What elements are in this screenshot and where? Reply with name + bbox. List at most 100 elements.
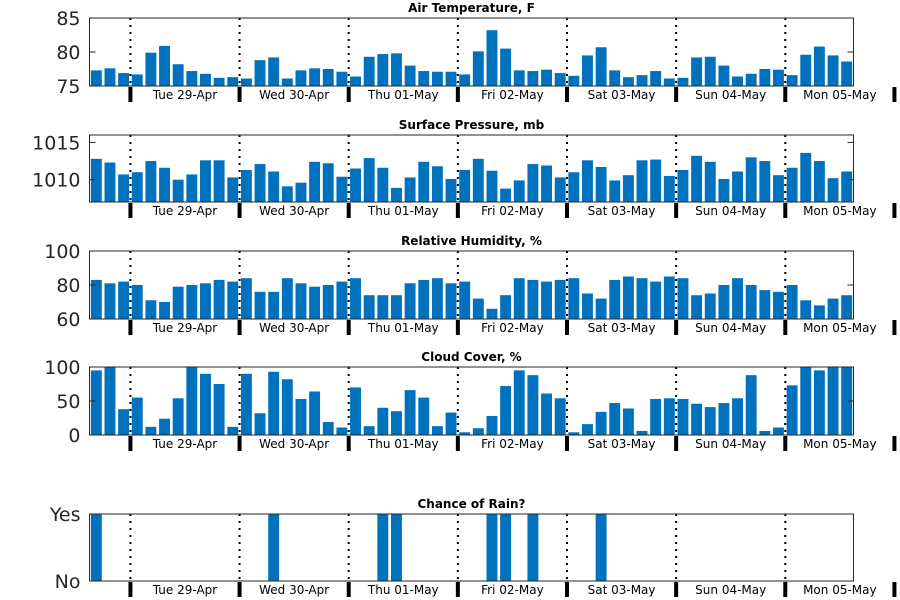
bars xyxy=(90,30,853,87)
bar-21 xyxy=(363,158,375,202)
bar-14 xyxy=(268,371,280,435)
bar-11 xyxy=(227,281,239,319)
bar-18 xyxy=(322,285,334,319)
panel-title: Relative Humidity, % xyxy=(401,234,542,248)
bar-13 xyxy=(254,413,266,435)
bar-5 xyxy=(145,161,157,202)
bar-30 xyxy=(486,30,498,87)
bar-11 xyxy=(227,77,239,86)
x-day-label: Fri 02-May xyxy=(481,321,544,335)
bar-53 xyxy=(800,367,812,435)
bar-4 xyxy=(131,285,143,319)
bar-15 xyxy=(281,278,293,319)
bar-20 xyxy=(350,168,361,202)
bar-32 xyxy=(513,70,525,86)
bar-31 xyxy=(500,295,512,319)
bar-19 xyxy=(336,427,348,435)
y-tick-label: Yes xyxy=(49,504,81,526)
x-day-label: Fri 02-May xyxy=(481,583,544,597)
panel-5: Chance of Rain? No Yes Tue 29-Apr Wed 30-Apr… xyxy=(49,497,897,597)
bar-18 xyxy=(322,163,334,202)
bar-26 xyxy=(431,426,443,435)
bar-18 xyxy=(322,422,334,435)
x-day-label: Tue 29-Apr xyxy=(152,204,217,218)
bar-7 xyxy=(172,64,184,86)
bar-19 xyxy=(336,281,348,319)
x-day-label: Wed 30-Apr xyxy=(259,204,329,218)
bar-10 xyxy=(213,77,225,86)
bar-49 xyxy=(745,73,757,86)
panel-title: Cloud Cover, % xyxy=(421,350,521,364)
bar-22 xyxy=(377,54,389,86)
x-day-label: Mon 05-May xyxy=(803,321,877,335)
y-tick-label: 100 xyxy=(44,241,80,263)
bar-14 xyxy=(268,291,280,319)
bar-46 xyxy=(704,161,716,202)
bar-17 xyxy=(309,286,321,319)
bar-17 xyxy=(309,68,321,86)
y-tick-label: 75 xyxy=(56,76,80,98)
bar-15 xyxy=(281,186,293,202)
bar-5 xyxy=(145,52,157,86)
bar-48 xyxy=(732,171,743,202)
bar-7 xyxy=(172,179,184,202)
y-tick-label: 60 xyxy=(56,309,80,331)
bar-9 xyxy=(200,160,211,202)
bar-56 xyxy=(841,171,853,202)
bar-3 xyxy=(118,73,130,86)
bar-1 xyxy=(90,158,102,202)
bar-16 xyxy=(295,182,307,202)
bar-26 xyxy=(431,166,443,202)
bar-5 xyxy=(145,426,157,435)
bar-12 xyxy=(240,78,252,86)
bar-16 xyxy=(295,398,307,435)
x-day-label: Tue 29-Apr xyxy=(152,437,217,451)
bar-44 xyxy=(677,169,689,202)
bar-21 xyxy=(363,56,375,86)
y-tick-label: 80 xyxy=(56,42,80,64)
bar-1 xyxy=(90,279,102,319)
bar-55 xyxy=(827,178,839,202)
bar-4 xyxy=(131,172,143,202)
bar-29 xyxy=(472,298,484,319)
bar-42 xyxy=(650,159,662,202)
bar-31 xyxy=(500,48,512,86)
bar-13 xyxy=(254,60,266,86)
bar-40 xyxy=(622,408,634,435)
x-day-label: Sun 04-May xyxy=(695,204,766,218)
x-day-label: Thu 01-May xyxy=(367,204,439,218)
x-day-label: Sat 03-May xyxy=(588,321,656,335)
bar-34 xyxy=(541,165,552,202)
bar-32 xyxy=(513,278,525,319)
bar-25 xyxy=(418,161,430,202)
bar-54 xyxy=(813,46,825,86)
bar-37 xyxy=(582,55,593,86)
x-day-label: Wed 30-Apr xyxy=(259,88,329,102)
bar-40 xyxy=(622,175,634,202)
bar-27 xyxy=(445,412,457,435)
bar-19 xyxy=(336,71,348,86)
bar-10 xyxy=(213,160,225,202)
bar-56 xyxy=(841,367,853,435)
x-day-label: Sun 04-May xyxy=(695,88,766,102)
bar-33 xyxy=(527,164,539,202)
bar-23 xyxy=(391,411,402,435)
bar-35 xyxy=(554,177,566,202)
bar-56 xyxy=(841,295,853,319)
bar-31 xyxy=(500,514,512,581)
bar-12 xyxy=(240,373,252,435)
x-day-label: Tue 29-Apr xyxy=(152,583,217,597)
bar-23 xyxy=(391,295,402,319)
bar-50 xyxy=(759,69,771,86)
x-day-label: Sat 03-May xyxy=(588,88,656,102)
x-day-label: Thu 01-May xyxy=(367,583,439,597)
bar-48 xyxy=(732,398,743,435)
y-tick-label: 1010 xyxy=(32,170,80,192)
bar-17 xyxy=(309,161,321,202)
x-day-label: Sun 04-May xyxy=(695,583,766,597)
bar-27 xyxy=(445,283,457,319)
bar-56 xyxy=(841,61,853,86)
bar-14 xyxy=(268,171,280,202)
bar-35 xyxy=(554,279,566,319)
panel-title: Chance of Rain? xyxy=(417,497,525,511)
